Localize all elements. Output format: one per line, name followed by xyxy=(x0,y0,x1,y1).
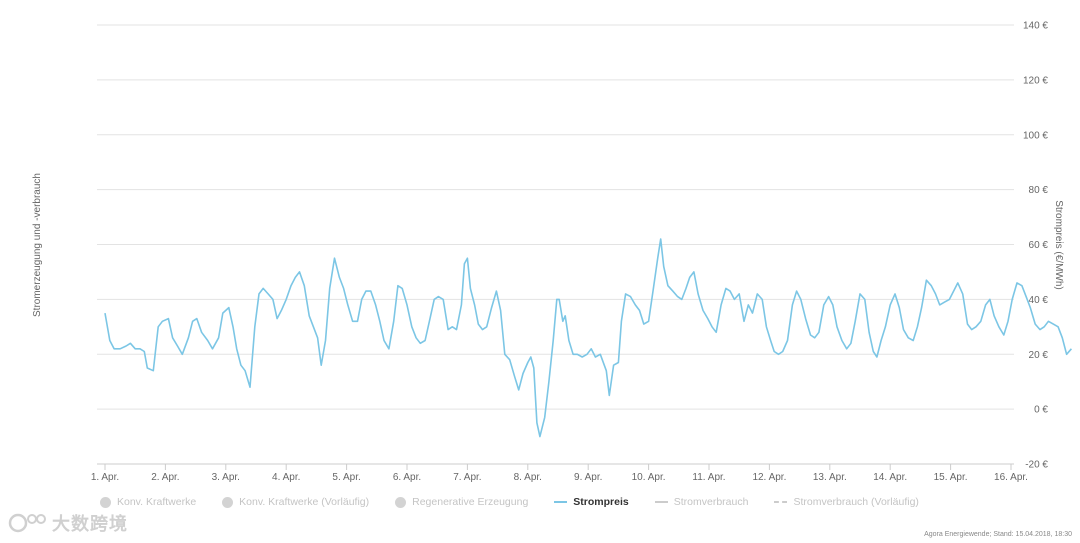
x-tick-label: 5. Apr. xyxy=(332,472,360,483)
legend-item[interactable]: Konv. Kraftwerke (Vorläufig) xyxy=(222,496,369,508)
legend-item-label: Konv. Kraftwerke xyxy=(117,496,197,508)
x-tick-label: 4. Apr. xyxy=(272,472,300,483)
x-tick-label: 10. Apr. xyxy=(632,472,666,483)
x-axis-ticks: 1. Apr. 2. Apr. 3. Apr. 4. Apr. 5. Apr. 6. Ap… xyxy=(91,464,1028,483)
legend-item[interactable]: Konv. Kraftwerke xyxy=(100,496,196,508)
y-tick-label: 0 € xyxy=(1034,405,1048,416)
y-tick-label: 20 € xyxy=(1029,350,1049,361)
x-tick-label: 7. Apr. xyxy=(453,472,481,483)
x-tick-label: 14. Apr. xyxy=(873,472,907,483)
y-tick-label: 40 € xyxy=(1029,295,1049,306)
legend-item[interactable]: Strompreis xyxy=(554,496,629,508)
y-axis-left-title: Stromerzeugung und -verbrauch xyxy=(32,173,43,317)
y-tick-label: -20 € xyxy=(1025,460,1048,471)
watermark-text: 大数跨境 xyxy=(52,514,128,534)
x-tick-label: 13. Apr. xyxy=(813,472,847,483)
legend-dot-icon xyxy=(222,496,234,508)
legend-item[interactable]: Regenerative Erzeugung xyxy=(395,496,528,508)
legend-dot-icon xyxy=(395,496,407,508)
x-tick-label: 1. Apr. xyxy=(91,472,119,483)
legend-item-label: Stromverbrauch xyxy=(673,496,749,508)
x-tick-label: 3. Apr. xyxy=(212,472,240,483)
legend-item-label: Stromverbrauch (Vorläufig) xyxy=(793,496,919,508)
legend-item[interactable]: Stromverbrauch (Vorläufig) xyxy=(774,496,919,508)
x-tick-label: 11. Apr. xyxy=(692,472,725,483)
legend-line-icon xyxy=(774,501,788,503)
x-tick-label: 9. Apr. xyxy=(574,472,602,483)
y-tick-label: 140 € xyxy=(1023,21,1048,32)
x-tick-label: 12. Apr. xyxy=(752,472,786,483)
legend-dot-icon xyxy=(100,496,111,508)
legend-item-label: Konv. Kraftwerke (Vorläufig) xyxy=(239,496,370,508)
watermark-logo-icon xyxy=(8,513,46,533)
x-tick-label: 16. Apr. xyxy=(994,472,1028,483)
chart: 1. Apr. 2. Apr. 3. Apr. 4. Apr. 5. Apr. 6. Ap… xyxy=(32,21,1073,483)
source-credit: Agora Energiewende; Stand: 15.04.2018, 1… xyxy=(924,531,1072,538)
x-tick-label: 2. Apr. xyxy=(151,472,179,483)
x-tick-label: 15. Apr. xyxy=(934,472,968,483)
legend-item-label: Strompreis xyxy=(573,496,629,508)
x-tick-label: 8. Apr. xyxy=(514,472,542,483)
legend-line-icon xyxy=(554,501,568,503)
legend: Konv. Kraftwerke Konv. Kraftwerke (Vorläu… xyxy=(100,493,945,511)
legend-line-icon xyxy=(654,501,668,503)
y-axis-right-ticks: -20 € 0 € 20 € 40 € 60 € 80 € 100 € 120 € 140 € xyxy=(1023,21,1048,471)
gridlines xyxy=(97,24,1014,410)
y-axis-right-title: Strompreis (€/MWh) xyxy=(1053,200,1064,289)
y-tick-label: 120 € xyxy=(1023,75,1048,86)
y-tick-label: 100 € xyxy=(1023,130,1048,141)
watermark: 大数跨境 xyxy=(8,510,128,536)
strompreis-series-line[interactable] xyxy=(104,238,1073,438)
y-tick-label: 80 € xyxy=(1029,185,1049,196)
y-tick-label: 60 € xyxy=(1029,240,1049,251)
x-tick-label: 6. Apr. xyxy=(393,472,421,483)
legend-item[interactable]: Stromverbrauch xyxy=(654,496,749,508)
legend-item-label: Regenerative Erzeugung xyxy=(412,496,529,508)
